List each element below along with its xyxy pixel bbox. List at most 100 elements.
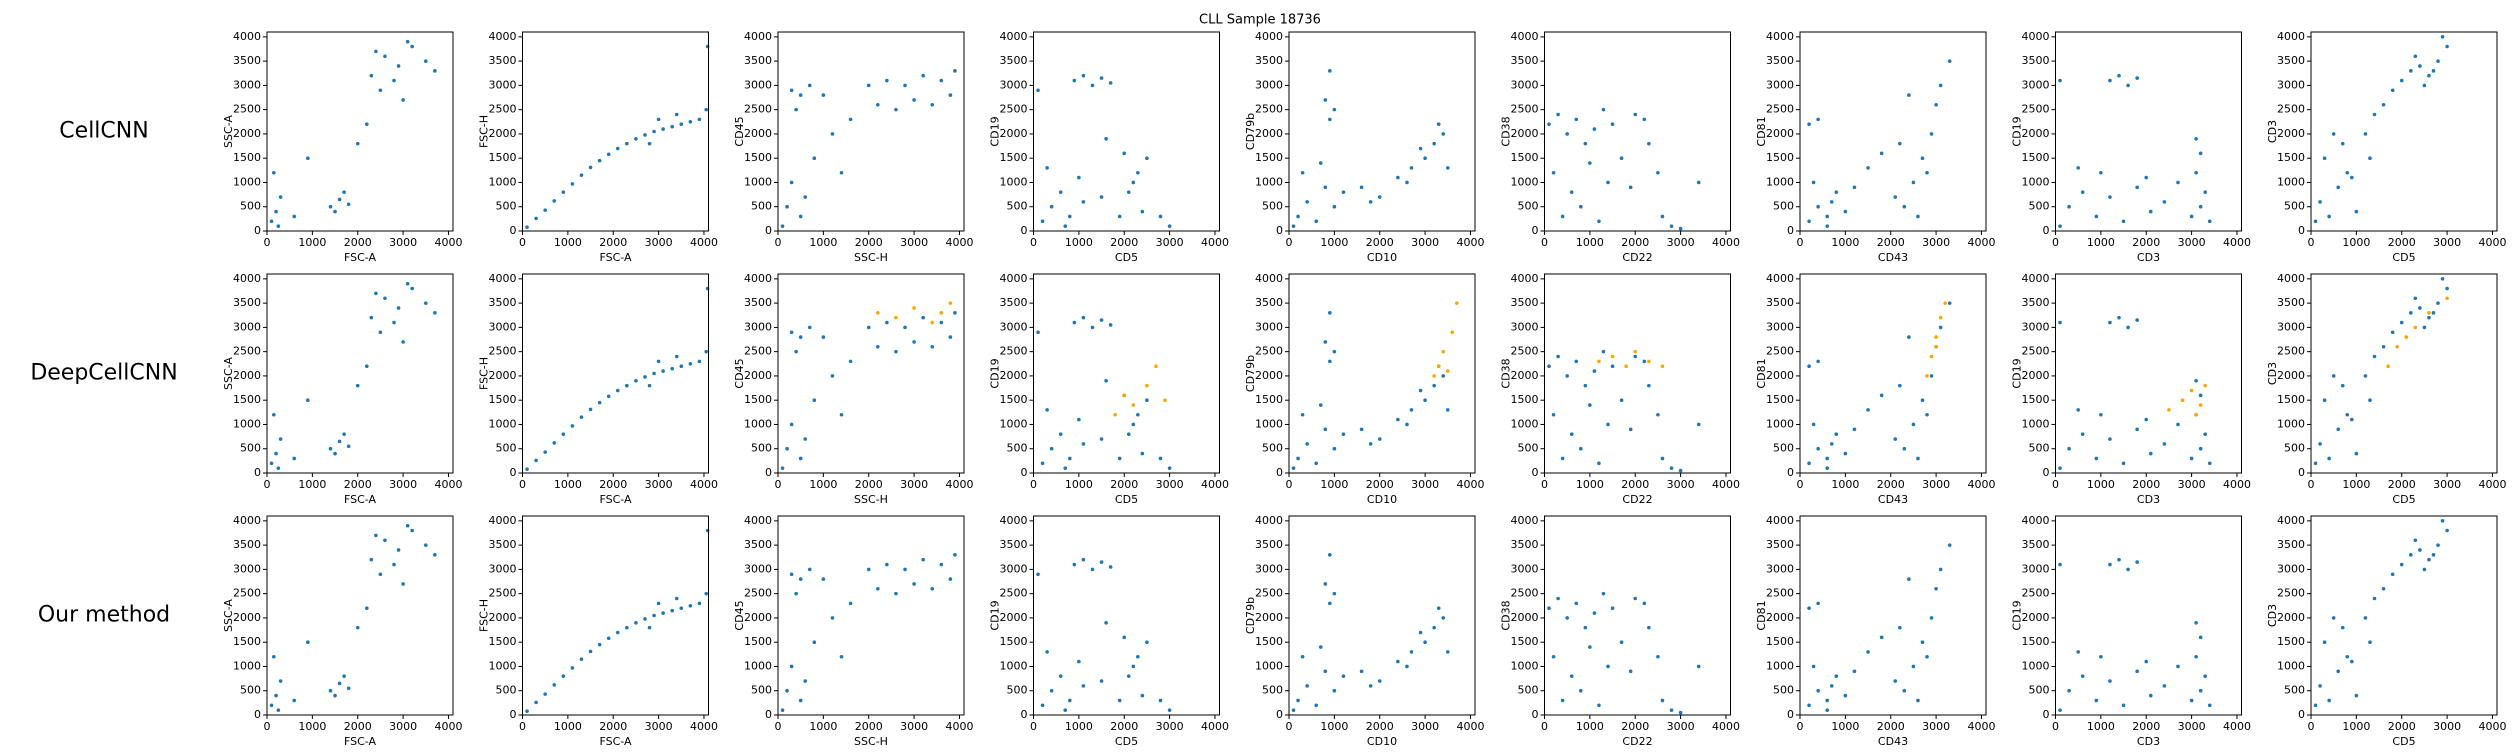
point bbox=[1610, 122, 1615, 127]
point bbox=[2422, 83, 2427, 88]
x-axis-label: CD5 bbox=[2392, 735, 2415, 748]
point bbox=[1583, 141, 1588, 146]
x-tick-label: 0 bbox=[264, 478, 271, 491]
point bbox=[2331, 374, 2336, 378]
point bbox=[1938, 83, 1943, 88]
x-tick-label: 4000 bbox=[1456, 478, 1484, 491]
x-tick-label: 0 bbox=[519, 236, 526, 249]
x-tick-label: 2000 bbox=[855, 720, 883, 733]
point bbox=[1332, 446, 1337, 451]
point bbox=[2427, 73, 2431, 78]
x-tick-label: 3000 bbox=[389, 236, 417, 249]
x-tick-label: 3000 bbox=[900, 236, 928, 249]
y-tick-label: 2500 bbox=[1000, 103, 1028, 116]
point bbox=[2189, 388, 2194, 393]
point bbox=[292, 456, 297, 461]
point bbox=[1843, 209, 1848, 214]
point bbox=[534, 700, 538, 705]
point bbox=[656, 117, 661, 122]
y-tick-label: 1500 bbox=[1000, 151, 1028, 164]
x-tick-label: 2000 bbox=[344, 720, 372, 733]
point bbox=[1332, 107, 1337, 112]
point bbox=[534, 216, 538, 221]
x-tick-label: 0 bbox=[264, 720, 271, 733]
point bbox=[1067, 698, 1072, 703]
point bbox=[1610, 606, 1615, 611]
point bbox=[1556, 596, 1560, 601]
point bbox=[656, 359, 661, 364]
point bbox=[2198, 403, 2203, 407]
point bbox=[570, 424, 575, 428]
point bbox=[423, 59, 428, 63]
point bbox=[866, 567, 871, 572]
point bbox=[342, 432, 346, 436]
x-axis-label: CD10 bbox=[1367, 735, 1397, 748]
point bbox=[306, 640, 310, 644]
y-tick-label: 500 bbox=[240, 200, 261, 213]
point bbox=[2345, 654, 2350, 659]
point bbox=[912, 340, 916, 344]
point bbox=[1866, 166, 1870, 170]
y-tick-label: 1000 bbox=[744, 417, 772, 430]
point bbox=[2135, 560, 2139, 564]
y-tick-label: 4000 bbox=[1766, 272, 1794, 285]
y-tick-label: 4000 bbox=[233, 30, 261, 43]
point bbox=[1565, 374, 1569, 378]
point bbox=[1072, 320, 1077, 325]
point bbox=[333, 693, 337, 698]
point bbox=[2372, 112, 2377, 117]
point bbox=[2381, 103, 2386, 107]
point bbox=[1551, 170, 1556, 175]
point bbox=[2354, 451, 2359, 456]
point bbox=[885, 562, 889, 567]
y-tick-label: 0 bbox=[510, 224, 517, 237]
point bbox=[780, 466, 785, 470]
point bbox=[821, 577, 826, 581]
point bbox=[2390, 572, 2395, 577]
point bbox=[1328, 69, 1332, 73]
point bbox=[2126, 567, 2130, 572]
point bbox=[1154, 364, 1158, 369]
point bbox=[2445, 286, 2449, 291]
point bbox=[2076, 408, 2080, 412]
point bbox=[704, 591, 709, 596]
y-tick-label: 500 bbox=[1518, 442, 1539, 455]
point bbox=[1696, 180, 1701, 185]
plot-frame bbox=[1033, 31, 1220, 232]
point bbox=[1907, 577, 1911, 581]
x-tick-label: 0 bbox=[519, 720, 526, 733]
point bbox=[543, 692, 547, 696]
y-tick-label: 2500 bbox=[2277, 103, 2305, 116]
point bbox=[1583, 383, 1588, 388]
point bbox=[1678, 468, 1683, 473]
point bbox=[1902, 446, 1907, 451]
point bbox=[1377, 195, 1382, 199]
y-tick-label: 4000 bbox=[1255, 272, 1283, 285]
plot-frame bbox=[2055, 515, 2242, 716]
point bbox=[876, 345, 880, 349]
point bbox=[1445, 408, 1450, 412]
point bbox=[848, 601, 853, 606]
point bbox=[278, 195, 283, 199]
point bbox=[903, 567, 907, 572]
point bbox=[1377, 437, 1382, 441]
point bbox=[780, 708, 785, 712]
point bbox=[1099, 679, 1104, 683]
y-tick-label: 0 bbox=[510, 466, 517, 479]
point bbox=[1328, 311, 1332, 315]
point bbox=[2354, 693, 2359, 698]
point bbox=[401, 340, 405, 344]
point bbox=[930, 103, 935, 107]
point bbox=[1167, 224, 1172, 228]
point bbox=[2121, 461, 2126, 466]
y-tick-label: 3500 bbox=[2022, 296, 2050, 309]
point bbox=[2108, 78, 2112, 83]
point bbox=[292, 214, 297, 219]
point bbox=[930, 587, 935, 591]
y-tick-label: 0 bbox=[254, 708, 261, 721]
point bbox=[1045, 650, 1049, 654]
y-tick-label: 4000 bbox=[1511, 514, 1539, 527]
x-tick-label: 2000 bbox=[599, 720, 627, 733]
point bbox=[1825, 708, 1830, 712]
y-tick-label: 1000 bbox=[1255, 417, 1283, 430]
